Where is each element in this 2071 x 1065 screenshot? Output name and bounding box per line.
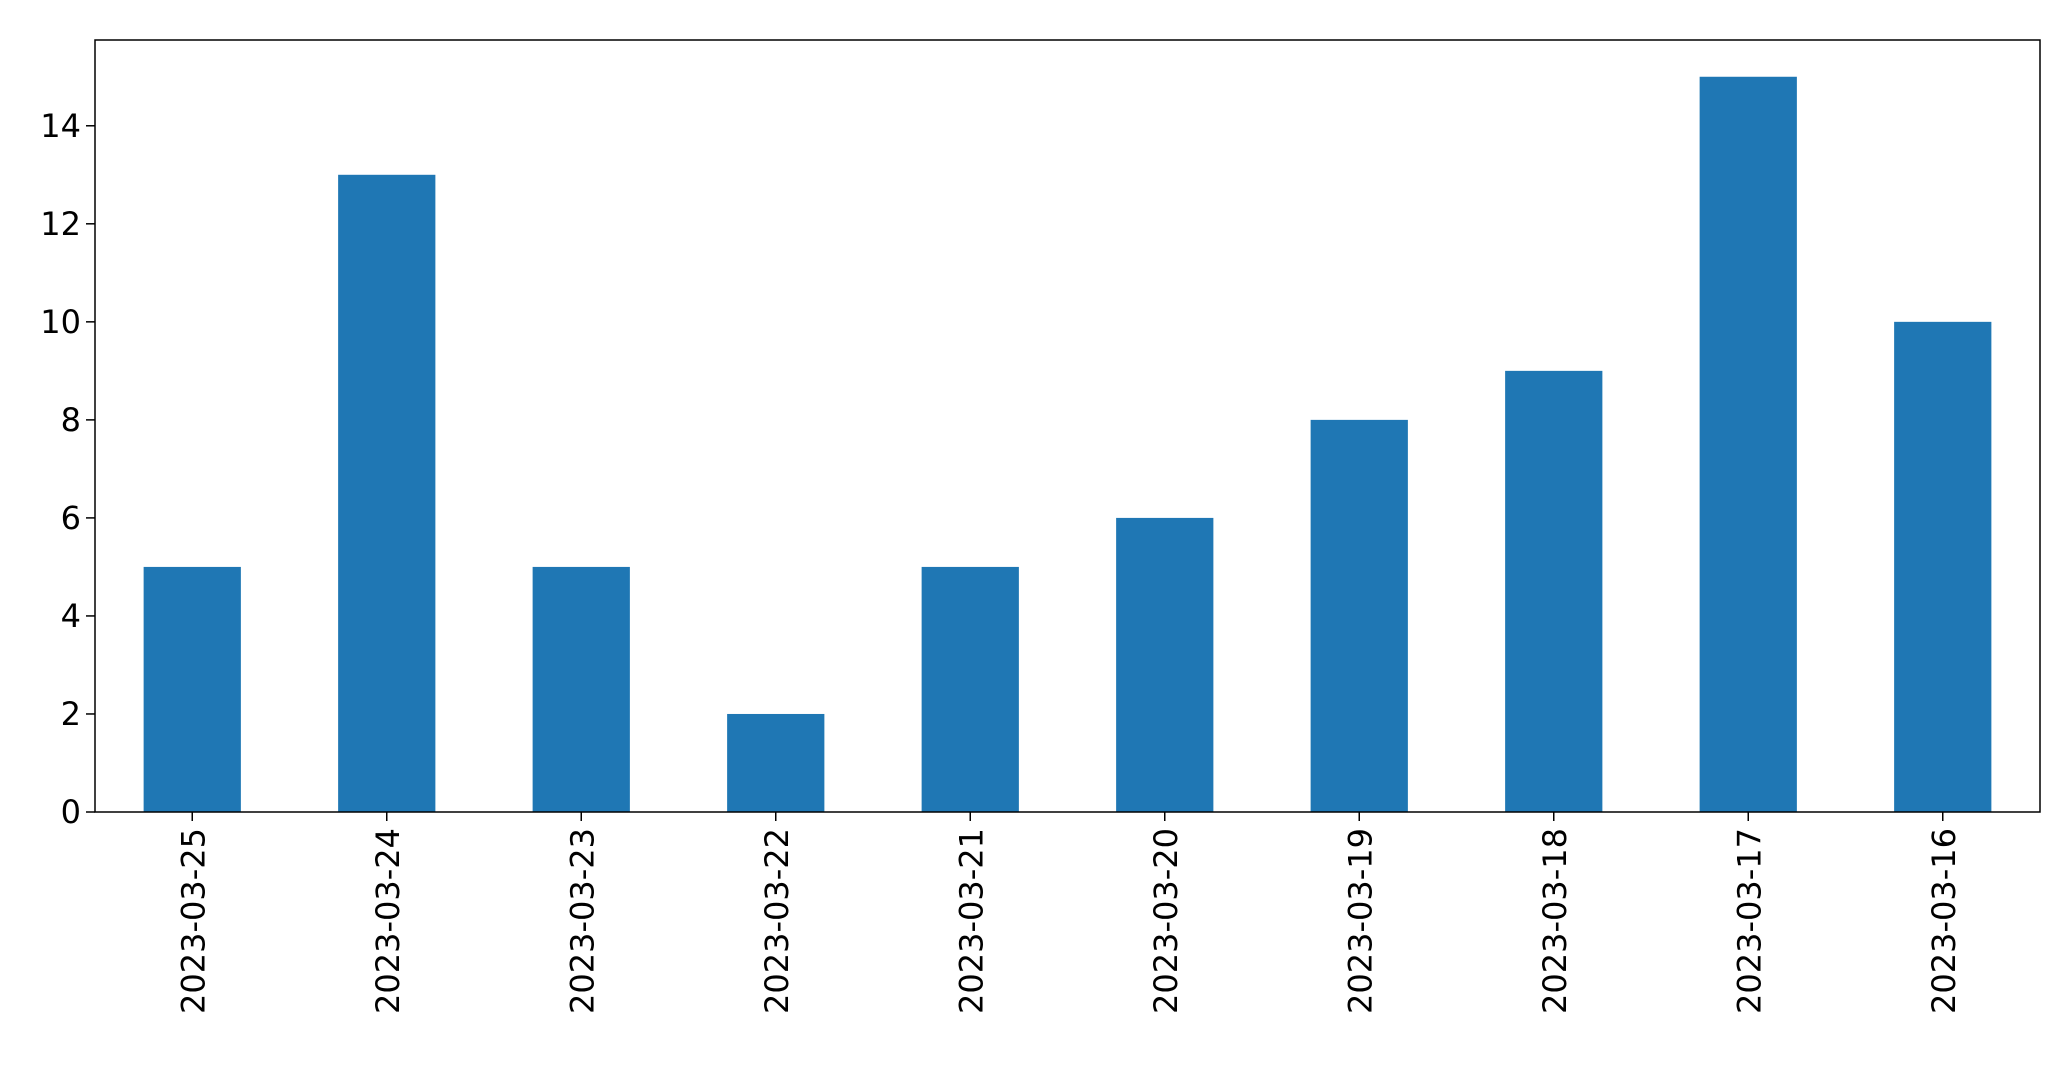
x-tick-label: 2023-03-18 [1536, 828, 1574, 1014]
x-tick-label: 2023-03-24 [369, 828, 407, 1014]
x-tick-label: 2023-03-19 [1341, 828, 1379, 1014]
bar-2023-03-24 [338, 174, 436, 813]
y-tick-label: 0 [61, 793, 81, 831]
x-tick-label: 2023-03-21 [952, 828, 990, 1014]
bar-2023-03-20 [1116, 517, 1214, 812]
bar-2023-03-25 [143, 566, 241, 812]
x-tick-label: 2023-03-20 [1147, 828, 1185, 1014]
y-tick-label: 14 [40, 107, 81, 145]
bar-2023-03-19 [1310, 419, 1408, 812]
bar-2023-03-22 [727, 713, 825, 812]
x-tick-label: 2023-03-22 [758, 828, 796, 1014]
y-axis: 0 2 4 6 8 10 12 14 [40, 107, 95, 831]
bar-2023-03-16 [1894, 321, 1992, 812]
bars-layer [143, 76, 1992, 813]
x-tick-label: 2023-03-23 [563, 828, 601, 1014]
y-tick-label: 8 [61, 401, 81, 439]
bar-2023-03-18 [1505, 370, 1603, 812]
bar-2023-03-21 [921, 566, 1019, 812]
y-tick-label: 6 [61, 499, 81, 537]
x-tick-label: 2023-03-17 [1730, 828, 1768, 1014]
x-axis: 2023-03-25 2023-03-24 2023-03-23 2023-03-22… [174, 812, 1963, 1014]
plot-frame [94, 39, 2041, 813]
y-tick-label: 10 [40, 303, 81, 341]
y-tick-label: 2 [61, 695, 81, 733]
y-tick-label: 12 [40, 205, 81, 243]
x-tick-label: 2023-03-16 [1925, 828, 1963, 1014]
bar-2023-03-17 [1699, 76, 1797, 812]
y-tick-label: 4 [61, 597, 81, 635]
x-tick-label: 2023-03-25 [174, 828, 212, 1014]
bar-2023-03-23 [532, 566, 630, 812]
